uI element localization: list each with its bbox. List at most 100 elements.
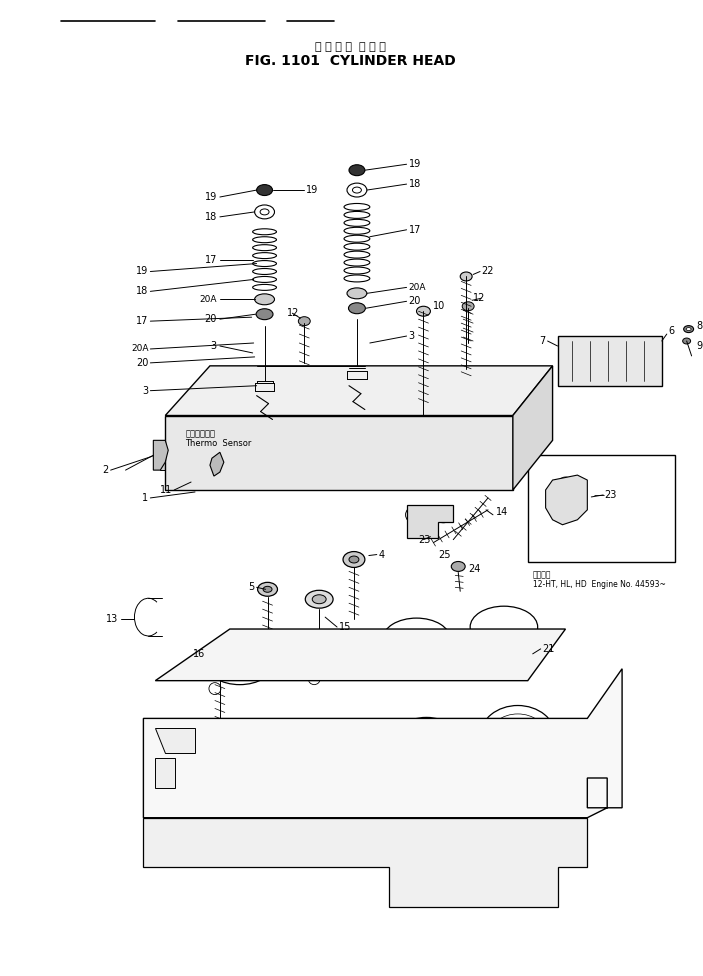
Ellipse shape [462,302,474,310]
Text: 4: 4 [379,549,385,559]
Text: 19: 19 [136,266,148,276]
Polygon shape [143,669,622,818]
Text: 13: 13 [106,614,119,624]
Polygon shape [513,366,553,490]
Text: 3: 3 [211,341,217,351]
Circle shape [191,469,209,487]
Ellipse shape [480,706,555,767]
Ellipse shape [368,429,433,477]
Circle shape [363,651,375,663]
Ellipse shape [491,436,536,470]
Ellipse shape [214,436,259,470]
Text: 11: 11 [160,485,172,495]
Ellipse shape [312,594,326,604]
Text: 12: 12 [473,294,486,304]
Circle shape [482,653,494,665]
Text: 18: 18 [205,212,217,222]
Text: 19: 19 [408,159,421,169]
Circle shape [510,385,518,392]
Circle shape [325,385,333,392]
Ellipse shape [347,288,367,299]
Polygon shape [406,505,453,538]
Text: 3: 3 [408,331,415,341]
Ellipse shape [352,187,361,193]
Text: シ リ ン ダ  ヘ ッ ド: シ リ ン ダ ヘ ッ ド [314,42,385,52]
Ellipse shape [206,643,273,684]
Text: 25: 25 [439,549,451,559]
Polygon shape [143,818,587,907]
Text: 23: 23 [418,535,431,545]
Text: 20: 20 [408,297,421,306]
Ellipse shape [304,657,334,676]
Ellipse shape [382,618,451,660]
Text: 14: 14 [496,507,508,517]
Text: 19: 19 [205,192,217,202]
Text: 18: 18 [408,180,421,189]
Ellipse shape [460,272,472,281]
Circle shape [233,385,240,392]
Bar [528,455,675,562]
Ellipse shape [683,338,690,344]
Circle shape [254,668,266,679]
Ellipse shape [287,817,352,859]
Ellipse shape [257,583,278,596]
Ellipse shape [290,727,365,789]
Ellipse shape [208,452,222,461]
Ellipse shape [416,306,430,316]
Circle shape [204,665,216,676]
Circle shape [506,381,522,396]
Circle shape [413,381,430,396]
Text: 9: 9 [697,341,703,351]
Ellipse shape [686,328,691,331]
Ellipse shape [254,294,274,305]
Circle shape [274,390,285,400]
Ellipse shape [349,165,365,176]
Circle shape [433,390,444,400]
Ellipse shape [260,209,269,215]
Polygon shape [153,440,168,470]
Text: 12: 12 [287,308,299,318]
Ellipse shape [343,551,365,567]
Ellipse shape [298,316,310,326]
Text: 5: 5 [248,583,254,592]
Circle shape [557,477,574,493]
Text: FIG. 1101  CYLINDER HEAD: FIG. 1101 CYLINDER HEAD [245,54,456,68]
Ellipse shape [282,429,347,477]
Text: 18: 18 [136,286,148,297]
Text: 7: 7 [539,336,546,346]
Text: 20: 20 [205,314,217,324]
Polygon shape [210,452,224,476]
Circle shape [435,507,451,523]
Ellipse shape [349,303,366,313]
Text: 15: 15 [339,622,352,632]
Text: 19: 19 [307,185,318,195]
Ellipse shape [215,646,224,652]
Ellipse shape [210,642,230,656]
Text: 3: 3 [142,386,148,395]
Ellipse shape [453,429,517,477]
Polygon shape [165,416,513,490]
Text: 適用号機: 適用号機 [533,570,551,579]
Circle shape [447,641,459,653]
Ellipse shape [683,326,694,333]
Circle shape [393,665,405,676]
Circle shape [195,473,205,483]
Text: 23: 23 [604,490,617,500]
Text: 17: 17 [408,224,421,235]
Ellipse shape [399,436,444,470]
Ellipse shape [198,822,262,864]
Circle shape [467,636,479,648]
Circle shape [228,381,245,396]
Polygon shape [155,758,175,788]
Polygon shape [557,336,662,386]
Text: 12-HT, HL, HD  Engine No. 44593~: 12-HT, HL, HD Engine No. 44593~ [533,580,666,589]
Text: サーモセンサ: サーモセンサ [185,428,215,438]
Ellipse shape [263,587,272,592]
Text: 17: 17 [136,316,148,326]
Circle shape [418,385,425,392]
Circle shape [278,663,290,674]
Text: 10: 10 [433,302,446,311]
Text: 17: 17 [205,255,217,264]
Text: 6: 6 [669,326,675,336]
Text: 16: 16 [193,649,205,659]
